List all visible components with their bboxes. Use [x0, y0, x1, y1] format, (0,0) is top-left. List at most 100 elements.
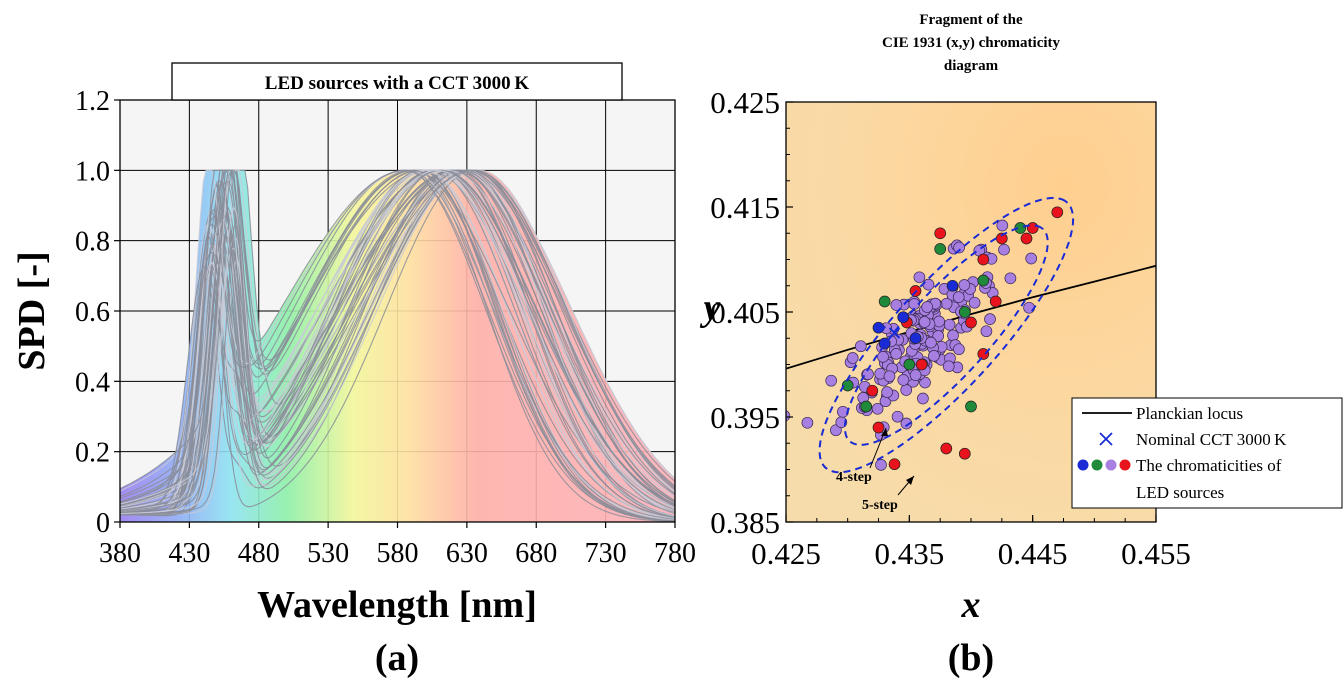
legend-nominal-label: Nominal CCT 3000 K [1136, 430, 1287, 449]
legend-locus-label: Planckian locus [1136, 404, 1243, 423]
chroma-y-tick-label: 0.405 [710, 295, 780, 330]
chroma-point-purple [998, 243, 1010, 256]
spd-x-tick-label: 680 [515, 538, 557, 569]
spd-series-line [120, 169, 675, 512]
chroma-point-purple [952, 291, 965, 303]
chroma-point-blue [909, 332, 922, 345]
chroma-point-red [1020, 232, 1033, 245]
spd-x-tick-label: 780 [654, 538, 696, 569]
five-step-arrowhead [906, 476, 914, 485]
chroma-point-purple [830, 424, 842, 437]
chroma-point-red [940, 442, 953, 455]
chroma-point-purple [947, 329, 959, 342]
chroma-legend: Planckian locus Nominal CCT 3000 K The c… [1071, 397, 1343, 509]
chroma-y-tick-label: 0.385 [710, 505, 780, 540]
chroma-point-green [965, 400, 977, 413]
chroma-point-purple [1004, 272, 1017, 285]
chroma-y-tick-label: 0.395 [710, 400, 780, 435]
chroma-point-red [866, 384, 879, 397]
chroma-point-purple [897, 374, 910, 386]
chroma-point-green [903, 358, 916, 371]
chroma-point-purple [917, 392, 929, 405]
chroma-point-green [860, 400, 873, 413]
spd-x-tick-label: 580 [377, 538, 419, 569]
chroma-point-purple [846, 352, 859, 364]
spd-x-tick-label: 730 [585, 538, 627, 569]
four-step-label: 4-step [836, 470, 872, 485]
chroma-point-green [1014, 222, 1027, 234]
chroma-point-purple [919, 376, 931, 389]
spd-series-line [120, 169, 675, 517]
spd-series-line [120, 169, 675, 519]
chroma-x-tick-label: 0.425 [751, 536, 821, 571]
chroma-point-red [977, 348, 990, 360]
chroma-point-red [872, 421, 885, 434]
spd-y-tick-label: 1.0 [75, 156, 110, 187]
chroma-point-purple [918, 316, 931, 328]
chroma-y-axis-label: y [700, 287, 721, 329]
chroma-point-purple [1023, 301, 1035, 314]
spd-series-line [120, 169, 675, 520]
planckian-locus-line [786, 264, 1156, 370]
chroma-y-tick-label: 0.425 [710, 85, 780, 120]
chroma-point-purple [801, 416, 814, 429]
five-step-label: 5-step [862, 498, 898, 513]
chroma-ticks: 0.425 0.435 0.445 0.455 0.385 0.395 0.405 0.415… [710, 85, 1191, 571]
chroma-title-line-2: CIE 1931 (x,y) chromaticity [882, 35, 1061, 51]
chroma-point-purple [875, 459, 887, 471]
chroma-point-purple [943, 318, 956, 331]
legend-box [1071, 397, 1343, 509]
spd-y-tick-label: 0.4 [75, 367, 110, 398]
spd-ticks: 380 430 480 530 580 630 680 730 780 0 0.2 0.4 0.6 0.8… [75, 86, 696, 569]
chroma-point-red [1051, 206, 1064, 219]
chroma-point-green [977, 274, 990, 287]
spd-x-axis-label: Wavelength [nm] [257, 584, 537, 626]
chroma-point-purple [996, 219, 1009, 232]
spd-y-tick-label: 1.2 [75, 86, 110, 117]
legend-chroma-label-line-1: The chromaticities of [1136, 456, 1282, 475]
chroma-point-purple [953, 241, 965, 254]
chroma-point-red [888, 458, 901, 471]
chroma-y-tick-label: 0.415 [710, 190, 780, 225]
legend-dot-red [1119, 459, 1131, 471]
legend-dot-green [1091, 459, 1103, 471]
legend-dot-blue [1077, 459, 1089, 471]
chroma-point-purple [891, 410, 904, 423]
panel-b-label: (b) [948, 637, 994, 679]
chroma-point-purple [942, 360, 955, 373]
spd-chart: 380 430 480 530 580 630 680 730 780 0 0.2 0.4 0.6 0.8… [11, 62, 696, 679]
chroma-point-purple [1025, 252, 1038, 265]
spd-series-line [120, 169, 675, 515]
chroma-point-purple [871, 402, 884, 415]
chroma-point-purple [900, 384, 913, 396]
spd-x-tick-label: 480 [238, 538, 280, 569]
chroma-point-purple [953, 343, 965, 356]
chroma-point-purple [883, 370, 896, 383]
chromaticity-points [786, 206, 1064, 471]
chroma-point-purple [854, 340, 867, 353]
chroma-point-purple [913, 271, 926, 284]
macadam-ellipses [818, 196, 1075, 474]
chroma-point-red [934, 227, 947, 240]
spd-series-line [120, 169, 675, 517]
chroma-point-purple [786, 410, 791, 422]
legend-dot-purple [1105, 459, 1117, 471]
chroma-x-tick-label: 0.445 [998, 536, 1068, 571]
spd-y-tick-label: 0.2 [75, 438, 110, 469]
chroma-point-purple [958, 279, 971, 291]
chroma-point-purple [890, 299, 903, 311]
macadam-ellipse-5-step [818, 196, 1075, 474]
legend-chroma-label-line-2: LED sources [1136, 483, 1224, 502]
chroma-point-purple [921, 301, 934, 313]
chroma-point-red [958, 447, 971, 460]
spd-y-axis-label: SPD [-] [11, 251, 53, 370]
chroma-x-axis-label: x [961, 584, 981, 626]
spd-x-tick-label: 630 [446, 538, 488, 569]
chroma-point-purple [900, 417, 913, 430]
chromaticity-chart: Fragment of the CIE 1931 (x,y) chromatic… [700, 12, 1343, 679]
spd-series-line [120, 169, 675, 505]
nominal-cct-marker [888, 327, 901, 339]
spd-series-lines [120, 169, 675, 522]
chroma-point-purple [980, 325, 993, 338]
